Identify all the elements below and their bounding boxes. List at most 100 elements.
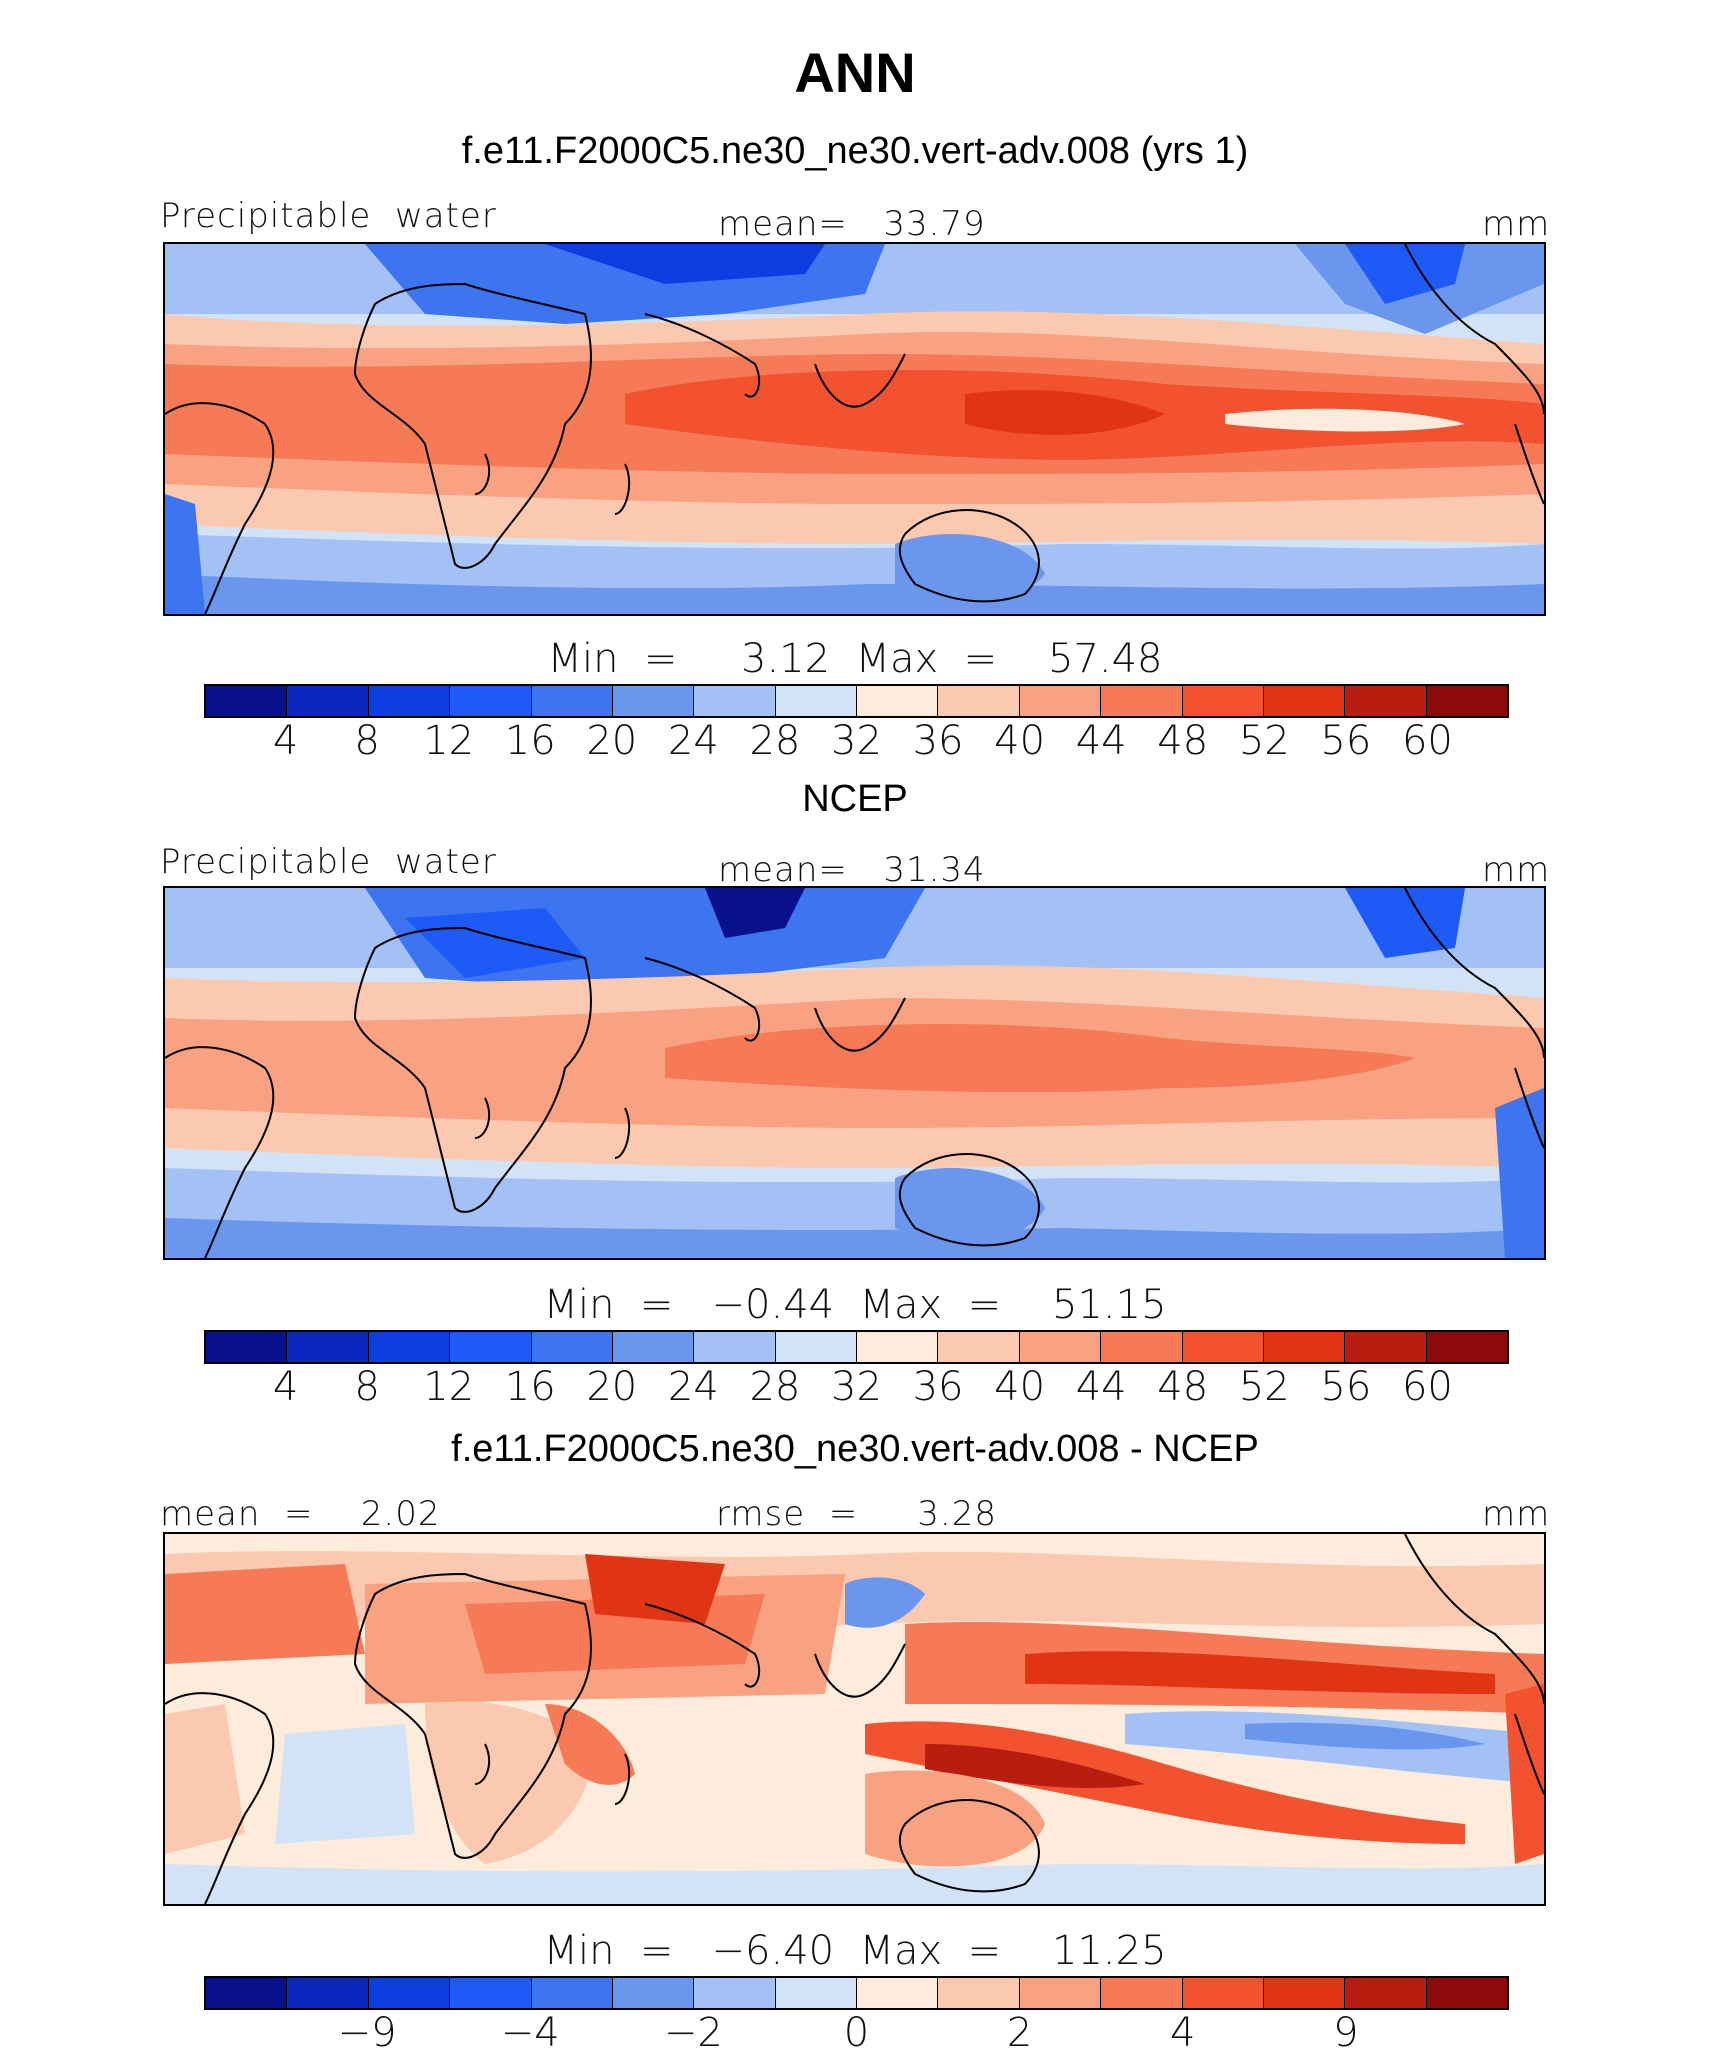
- colorbar-tick-label: 4: [1170, 2010, 1196, 2056]
- colorbar-cell: [206, 1978, 288, 2008]
- colorbar-tick-label: 60: [1401, 718, 1453, 764]
- panel-2-variable-label: Precipitable water: [160, 842, 497, 882]
- colorbar-tick-label: 8: [354, 1364, 380, 1410]
- colorbar-cell: [450, 1332, 532, 1362]
- figure-title: ANN: [794, 41, 916, 104]
- colorbar-tick-label: 40: [994, 718, 1046, 764]
- panel-2-minmax: Min = −0.44 Max = 51.15: [543, 1282, 1167, 1328]
- colorbar-cell: [857, 1978, 939, 2008]
- colorbar-tick-label: 36: [912, 1364, 964, 1410]
- panel-3-minmax: Min = −6.40 Max = 11.25: [543, 1928, 1167, 1974]
- colorbar-cell: [938, 1978, 1020, 2008]
- panel-3-rmse-label: rmse = 3.28: [716, 1494, 997, 1534]
- panel-2-colorbar: [204, 1330, 1509, 1364]
- colorbar-tick-label: 4: [272, 1364, 299, 1410]
- colorbar-cell: [368, 1978, 451, 2008]
- panel-1-units-label: mm: [1482, 204, 1551, 244]
- colorbar-tick-label: 16: [504, 718, 556, 764]
- panel-2-map: [163, 886, 1546, 1260]
- panel-1-variable-label: Precipitable water: [160, 196, 497, 236]
- colorbar-cell: [1345, 1978, 1427, 2008]
- colorbar-tick-label: 28: [749, 1364, 801, 1410]
- colorbar-tick-label: 40: [994, 1364, 1046, 1410]
- panel-1-map: [163, 242, 1546, 616]
- colorbar-cell: [206, 1332, 288, 1362]
- colorbar-tick-label: 9: [1333, 2010, 1359, 2056]
- colorbar-cell: [1182, 1978, 1264, 2008]
- colorbar-cell: [1426, 1332, 1507, 1362]
- colorbar-tick-label: 12: [423, 1364, 475, 1410]
- colorbar-cell: [531, 686, 613, 716]
- panel-1-minmax: Min = 3.12 Max = 57.48: [547, 636, 1163, 682]
- panel-3-colorbar-ticks: −9 −4 −2 0 2 4 9: [0, 2010, 1710, 2060]
- colorbar-cell: [1101, 1978, 1183, 2008]
- panel-1-subtitle: f.e11.F2000C5.ne30_ne30.vert-adv.008 (yr…: [461, 130, 1249, 172]
- colorbar-tick-label: 48: [1157, 1364, 1209, 1410]
- colorbar-cell: [1019, 1978, 1102, 2008]
- colorbar-cell: [1263, 1332, 1346, 1362]
- colorbar-cell: [775, 1978, 857, 2008]
- panel-2-colorbar-ticks: 4 8 12 16 20 24 28 32 36 40 44 48 52 56 60: [0, 1364, 1710, 1414]
- colorbar-tick-label: 20: [586, 1364, 638, 1410]
- panel-3-mean-label: mean = 2.02: [160, 1494, 441, 1534]
- panel-3-subtitle: f.e11.F2000C5.ne30_ne30.vert-adv.008 - N…: [451, 1428, 1259, 1470]
- panel-1-colorbar: [204, 684, 1509, 718]
- colorbar-cell: [612, 1978, 695, 2008]
- panel-3-units-label: mm: [1482, 1494, 1551, 1534]
- colorbar-tick-label: −9: [337, 2010, 397, 2056]
- colorbar-tick-label: 2: [1006, 2010, 1033, 2056]
- colorbar-cell: [531, 1978, 613, 2008]
- colorbar-cell: [694, 1332, 776, 1362]
- colorbar-tick-label: 24: [667, 718, 719, 764]
- panel-3-field: [165, 1534, 1544, 1904]
- colorbar-cell: [1345, 1332, 1427, 1362]
- colorbar-cell: [450, 1978, 532, 2008]
- colorbar-tick-label: 8: [354, 718, 380, 764]
- colorbar-cell: [287, 686, 369, 716]
- panel-2-units-label: mm: [1482, 850, 1551, 890]
- colorbar-cell: [287, 1978, 369, 2008]
- panel-2-subtitle: NCEP: [802, 778, 908, 820]
- colorbar-tick-label: 32: [831, 1364, 882, 1410]
- colorbar-cell: [694, 1978, 776, 2008]
- colorbar-cell: [612, 686, 695, 716]
- colorbar-cell: [287, 1332, 369, 1362]
- colorbar-cell: [938, 1332, 1020, 1362]
- colorbar-cell: [1101, 686, 1183, 716]
- colorbar-tick-label: 24: [667, 1364, 719, 1410]
- colorbar-cell: [857, 1332, 939, 1362]
- colorbar-cell: [1182, 686, 1264, 716]
- colorbar-cell: [1426, 1978, 1507, 2008]
- colorbar-cell: [694, 686, 776, 716]
- panel-2-mean-label: mean= 31.34: [718, 850, 986, 890]
- colorbar-cell: [857, 686, 939, 716]
- colorbar-tick-label: 0: [843, 2010, 870, 2056]
- colorbar-tick-label: 44: [1075, 718, 1127, 764]
- colorbar-cell: [1426, 686, 1507, 716]
- colorbar-tick-label: 12: [423, 718, 475, 764]
- colorbar-tick-label: 16: [504, 1364, 556, 1410]
- colorbar-tick-label: 44: [1075, 1364, 1127, 1410]
- colorbar-tick-label: 32: [831, 718, 882, 764]
- colorbar-cell: [1019, 686, 1102, 716]
- colorbar-tick-label: 56: [1320, 1364, 1372, 1410]
- colorbar-tick-label: 20: [586, 718, 638, 764]
- colorbar-cell: [1182, 1332, 1264, 1362]
- panel-1-colorbar-ticks: 4 8 12 16 20 24 28 32 36 40 44 48 52 56 60: [0, 718, 1710, 768]
- colorbar-tick-label: 28: [749, 718, 801, 764]
- colorbar-tick-label: 36: [912, 718, 964, 764]
- colorbar-cell: [206, 686, 288, 716]
- colorbar-cell: [450, 686, 532, 716]
- colorbar-tick-label: 52: [1238, 1364, 1290, 1410]
- panel-1-field: [165, 244, 1544, 614]
- colorbar-tick-label: −2: [663, 2010, 723, 2056]
- colorbar-cell: [612, 1332, 695, 1362]
- colorbar-cell: [938, 686, 1020, 716]
- colorbar-cell: [775, 1332, 857, 1362]
- colorbar-tick-label: 60: [1401, 1364, 1453, 1410]
- colorbar-cell: [1263, 1978, 1346, 2008]
- panel-1-mean-label: mean= 33.79: [718, 204, 986, 244]
- colorbar-tick-label: −4: [500, 2010, 560, 2056]
- colorbar-cell: [775, 686, 857, 716]
- panel-2-field: [165, 888, 1544, 1258]
